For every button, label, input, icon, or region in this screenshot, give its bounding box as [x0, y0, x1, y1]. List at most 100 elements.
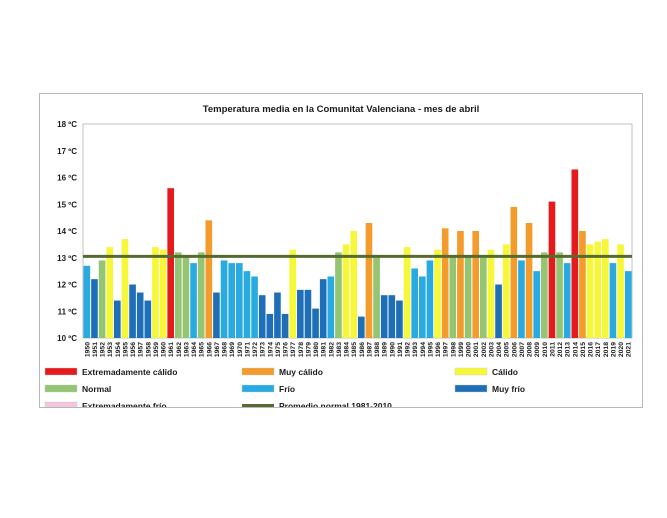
- x-tick-label: 1984: [344, 342, 351, 357]
- x-tick-label: 1964: [191, 342, 198, 357]
- bar-1995: [426, 260, 434, 338]
- legend-label: Muy cálido: [279, 367, 323, 377]
- legend-swatch: [241, 367, 275, 376]
- legend-label: Extremadamente frío: [82, 401, 167, 407]
- bar-1970: [236, 263, 243, 338]
- x-tick-label: 2013: [565, 342, 572, 357]
- x-tick-label: 1978: [298, 342, 305, 357]
- legend-swatch: [241, 384, 275, 393]
- x-tick-label: 1982: [328, 342, 335, 357]
- legend-swatch: [44, 384, 78, 393]
- bar-2001: [472, 231, 480, 338]
- bar-1957: [136, 292, 144, 338]
- x-tick-label: 1971: [244, 342, 251, 357]
- bar-1967: [213, 292, 220, 338]
- bar-1958: [144, 300, 152, 338]
- legend-swatch: [44, 401, 78, 407]
- legend-label: Promedio normal 1981-2010: [279, 401, 392, 407]
- x-tick-label: 1997: [443, 342, 450, 357]
- chart-title: Temperatura media en la Comunitat Valenc…: [203, 104, 479, 115]
- bar-1959: [152, 247, 159, 338]
- bar-1960: [159, 249, 167, 338]
- bar-1994: [419, 276, 426, 338]
- bar-1965: [197, 252, 205, 338]
- bar-2008: [525, 222, 533, 338]
- bar-2012: [556, 252, 563, 338]
- legend-item-calido: Cálido: [454, 367, 518, 377]
- legend-label: Cálido: [492, 367, 518, 377]
- x-tick-label: 2004: [496, 342, 503, 357]
- legend-item-normal: Normal: [44, 384, 111, 394]
- bar-1974: [266, 313, 274, 338]
- bar-1991: [396, 300, 403, 338]
- bar-2007: [518, 260, 525, 338]
- bar-2002: [480, 257, 487, 338]
- x-tick-label: 1994: [420, 342, 427, 357]
- bar-2011: [548, 201, 556, 338]
- x-tick-label: 2016: [588, 342, 595, 357]
- x-tick-label: 1986: [359, 342, 366, 357]
- legend-swatch: [454, 384, 488, 393]
- bar-1951: [91, 279, 98, 338]
- bar-1989: [380, 295, 388, 338]
- x-tick-label: 2012: [557, 342, 564, 357]
- bar-2013: [563, 263, 571, 338]
- bar-2003: [487, 249, 495, 338]
- x-tick-label: 1975: [275, 342, 282, 357]
- x-tick-label: 2006: [511, 342, 518, 357]
- x-tick-label: 1952: [100, 342, 107, 357]
- x-tick-label: 1967: [214, 342, 221, 357]
- bar-1980: [312, 308, 319, 338]
- bar-2020: [617, 244, 624, 339]
- x-tick-label: 1995: [427, 342, 434, 357]
- bar-2017: [594, 241, 602, 338]
- x-tick-label: 1974: [267, 342, 274, 357]
- x-tick-label: 2007: [519, 342, 526, 357]
- plot-area: [82, 123, 633, 339]
- bar-1986: [358, 316, 365, 338]
- x-tick-label: 1976: [283, 342, 290, 357]
- x-tick-label: 2014: [572, 342, 579, 357]
- x-tick-label: 1972: [252, 342, 259, 357]
- x-tick-label: 1973: [260, 342, 267, 357]
- x-tick-label: 2018: [603, 342, 610, 357]
- x-tick-label: 1979: [305, 342, 312, 357]
- x-tick-label: 1999: [458, 342, 465, 357]
- bar-1973: [258, 295, 266, 338]
- legend-item-muy_frio: Muy frío: [454, 384, 525, 394]
- bar-2015: [579, 231, 586, 338]
- bar-2021: [624, 271, 632, 339]
- legend-item-extremadamente_frio: Extremadamente frío: [44, 401, 167, 407]
- bar-1992: [403, 247, 411, 338]
- y-tick-label: 10 ºC: [57, 334, 77, 343]
- x-tick-label: 1958: [145, 342, 152, 357]
- x-tick-label: 1990: [389, 342, 396, 357]
- x-tick-label: 2000: [466, 342, 473, 357]
- y-tick-label: 13 ºC: [57, 254, 77, 263]
- x-tick-label: 1959: [153, 342, 160, 357]
- x-tick-label: 1988: [374, 342, 381, 357]
- plot-background: [82, 123, 633, 339]
- chart-svg: Temperatura media en la Comunitat Valenc…: [44, 104, 633, 407]
- y-tick-label: 15 ºC: [57, 200, 77, 209]
- x-tick-label: 2009: [534, 342, 541, 357]
- bar-1978: [297, 289, 304, 338]
- x-tick-label: 1987: [366, 342, 373, 357]
- bar-1997: [441, 228, 449, 338]
- x-tick-label: 1950: [84, 342, 91, 357]
- bar-1956: [129, 284, 136, 338]
- bar-1972: [251, 276, 258, 338]
- legend-item-promedio: Promedio normal 1981-2010: [242, 401, 392, 407]
- bar-2004: [495, 284, 502, 338]
- x-tick-label: 2001: [473, 342, 480, 357]
- x-tick-label: 1970: [237, 342, 244, 357]
- legend-label: Normal: [82, 384, 111, 394]
- bar-1968: [220, 260, 228, 338]
- legend: Extremadamente cálido Muy cálido Cálido Nor…: [44, 367, 525, 407]
- legend-label: Muy frío: [492, 384, 525, 394]
- x-tick-label: 1963: [183, 342, 190, 357]
- y-tick-label: 12 ºC: [57, 281, 77, 290]
- bar-1993: [411, 268, 419, 338]
- bar-2006: [510, 206, 518, 338]
- bar-2018: [602, 239, 609, 338]
